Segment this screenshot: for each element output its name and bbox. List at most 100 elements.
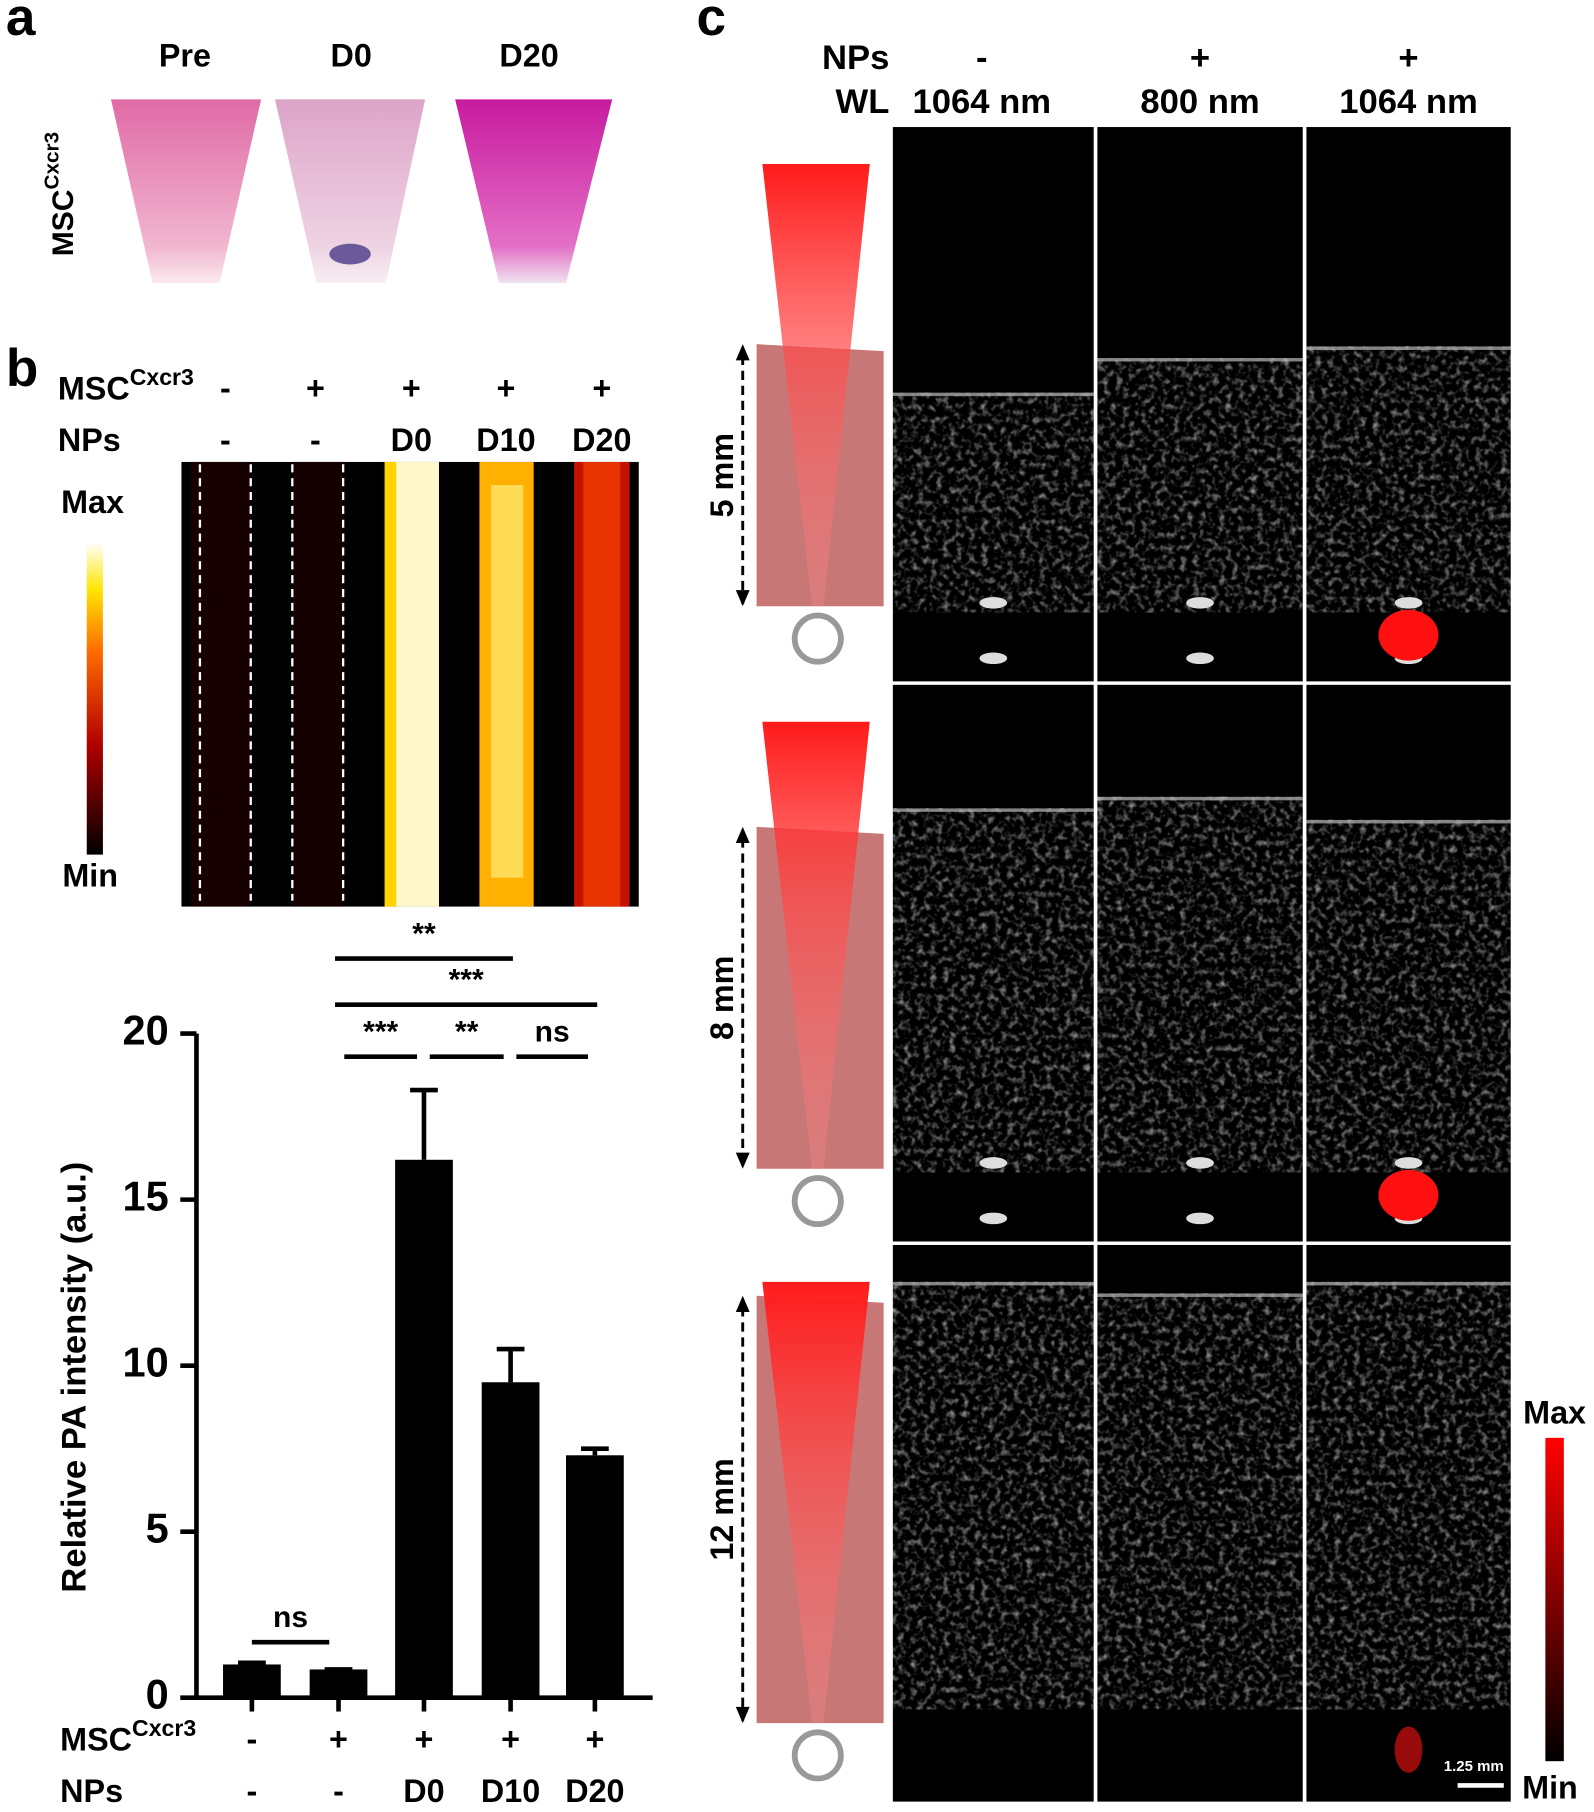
tube-echo xyxy=(1394,1157,1423,1169)
bar xyxy=(566,1455,624,1698)
pa-signal xyxy=(1378,609,1439,661)
panel-label: c xyxy=(697,0,727,47)
label-text: MSC xyxy=(60,1721,132,1757)
bar xyxy=(481,1382,540,1698)
label-sup: Cxcr3 xyxy=(132,1715,196,1741)
row-label: NPs xyxy=(58,422,121,458)
header-label: WL xyxy=(836,83,890,121)
x-row-cell: + xyxy=(585,1721,604,1757)
tube-photo xyxy=(455,99,613,283)
header-cell: + xyxy=(1398,39,1418,77)
arrow-head xyxy=(735,1706,750,1724)
arrow-head xyxy=(735,826,750,844)
pellet xyxy=(329,243,371,265)
column-label: D20 xyxy=(499,37,558,73)
panel-label: a xyxy=(6,0,36,47)
panel-label: b xyxy=(6,339,38,398)
x-tick-label: D0 xyxy=(403,1773,444,1809)
arrow-head xyxy=(735,1152,750,1169)
header-label: NPs xyxy=(822,39,889,77)
header-cell: D0 xyxy=(391,422,432,458)
colorbar-max: Max xyxy=(61,484,124,520)
depth-label: 8 mm xyxy=(704,956,740,1040)
arrow-head xyxy=(735,590,750,607)
pa-signal xyxy=(1378,1169,1439,1221)
bar xyxy=(395,1159,453,1698)
header-cell: - xyxy=(220,370,231,406)
header-cell: 1064 nm xyxy=(1339,83,1478,121)
arrow-head xyxy=(735,1295,750,1312)
tissue-surface xyxy=(892,392,1094,397)
tissue-surface xyxy=(892,1281,1094,1286)
y-tick-label: 20 xyxy=(123,1007,169,1054)
y-axis-label: Relative PA intensity (a.u.) xyxy=(56,1162,94,1593)
colorbar-min: Min xyxy=(62,857,118,893)
tube-photo xyxy=(111,99,262,283)
colorbar-min: Min xyxy=(1522,1770,1578,1806)
header-cell: - xyxy=(220,422,231,458)
header-cell: D10 xyxy=(476,422,535,458)
column-label: D0 xyxy=(331,37,372,73)
pa-strip xyxy=(384,461,397,907)
label-sup: Cxcr3 xyxy=(41,132,64,190)
significance-label: ns xyxy=(535,1016,570,1049)
tube-icon xyxy=(791,1729,844,1782)
y-tick-label: 0 xyxy=(146,1671,169,1718)
y-tick-label: 15 xyxy=(123,1173,169,1220)
pa-image xyxy=(181,461,639,907)
x-row-cell: + xyxy=(501,1721,520,1757)
row-label: MSCCxcr3 xyxy=(58,364,194,406)
depth-label: 12 mm xyxy=(704,1458,740,1560)
tissue-speckle xyxy=(892,392,1094,613)
label-text: MSC xyxy=(47,190,80,257)
row-label: MSCCxcr3 xyxy=(60,1715,196,1757)
divider xyxy=(1093,127,1098,1802)
tube-echo xyxy=(979,652,1008,665)
tissue-speckle xyxy=(1306,819,1511,1173)
tube-echo xyxy=(1394,597,1423,609)
tissue-speckle xyxy=(1306,346,1511,613)
tube-icon xyxy=(791,612,844,665)
tissue-surface xyxy=(892,808,1094,812)
colorbar xyxy=(86,542,103,855)
significance-label: ** xyxy=(455,1016,479,1049)
tube-echo xyxy=(979,1157,1008,1169)
tube-echo xyxy=(979,597,1008,609)
header-cell: 800 nm xyxy=(1140,83,1259,121)
pa-strip xyxy=(583,461,621,907)
significance-label: ns xyxy=(273,1601,308,1634)
x-tick-label: D10 xyxy=(481,1773,540,1809)
x-tick-label: - xyxy=(247,1773,258,1809)
tissue-surface xyxy=(1097,358,1303,362)
colorbar xyxy=(1545,1437,1564,1762)
laser-beam xyxy=(762,721,870,1169)
bar-chart: 0 5 10 15 20 Relative PA intensity (a.u.) - - + -… xyxy=(56,917,653,1809)
significance-label: *** xyxy=(363,1016,398,1049)
scale-bar-label: 1.25 mm xyxy=(1444,1758,1504,1775)
tube-echo xyxy=(1186,1212,1214,1225)
tissue-surface xyxy=(1097,1293,1303,1297)
y-tick-label: 10 xyxy=(123,1339,169,1386)
divider xyxy=(1302,127,1307,1802)
laser-beam xyxy=(762,1281,870,1724)
tube-echo xyxy=(1186,597,1214,609)
header-cell: 1064 nm xyxy=(912,83,1051,121)
colorbar-max: Max xyxy=(1523,1394,1586,1430)
header-cell: + xyxy=(402,370,421,406)
tissue-speckle xyxy=(892,1281,1094,1710)
column-label: Pre xyxy=(159,37,211,73)
heatmap-header: - + + + + - - D0 D10 D20 xyxy=(220,370,632,458)
depth-label: 5 mm xyxy=(704,433,740,517)
pa-strip xyxy=(490,485,524,878)
header-cell: D20 xyxy=(572,422,631,458)
header-cell: - xyxy=(310,422,321,458)
bar xyxy=(223,1664,281,1698)
header-cell: - xyxy=(976,39,988,77)
significance-label: ** xyxy=(412,917,436,950)
x-tick-label: D20 xyxy=(565,1773,624,1809)
x-row-cell: + xyxy=(415,1721,434,1757)
header-cell: + xyxy=(306,370,325,406)
pa-signal xyxy=(1394,1726,1423,1773)
pa-strip xyxy=(292,461,344,907)
tissue-speckle xyxy=(1097,358,1303,613)
